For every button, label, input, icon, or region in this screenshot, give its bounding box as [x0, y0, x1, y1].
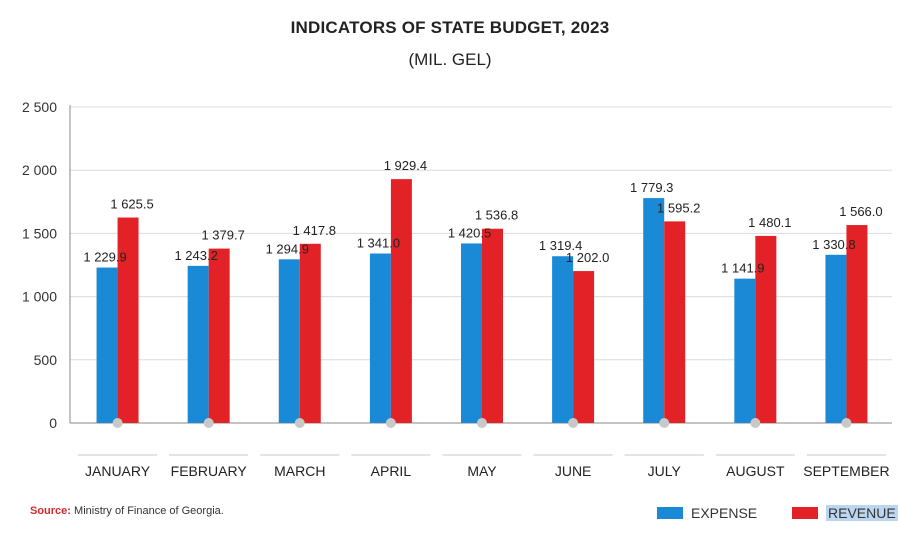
data-label-revenue: 1 625.5	[110, 197, 153, 212]
data-label-revenue: 1 202.0	[566, 250, 609, 265]
bar-revenue	[664, 221, 686, 423]
data-label-revenue: 1 480.1	[748, 215, 791, 230]
data-label-expense: 1 243.2	[174, 248, 217, 263]
bar-expense	[643, 198, 665, 423]
data-label-expense: 1 319.4	[539, 238, 582, 253]
axis-marker	[112, 418, 123, 428]
x-tick-label: JUNE	[555, 463, 592, 479]
y-tick-label: 1 500	[22, 225, 57, 241]
bar-expense	[461, 243, 482, 423]
legend-swatch-expense	[657, 507, 683, 519]
axis-marker	[568, 418, 579, 428]
data-label-revenue: 1 566.0	[839, 204, 882, 219]
bar-expense	[96, 267, 118, 423]
x-tick-label: MAY	[467, 463, 497, 479]
x-tick-label: SEPTEMBER	[803, 463, 889, 479]
data-label-expense: 1 330.8	[812, 237, 855, 252]
source-text: Ministry of Finance of Georgia.	[74, 505, 224, 517]
bar-revenue	[846, 225, 868, 423]
bar-revenue	[482, 228, 503, 423]
y-tick-label: 2 000	[22, 162, 57, 178]
bar-expense	[278, 259, 300, 423]
source-label: Source:	[30, 505, 71, 517]
source-note: Source: Ministry of Finance of Georgia.	[30, 505, 224, 517]
data-label-expense: 1 141.9	[721, 261, 764, 276]
axis-marker	[659, 418, 670, 428]
data-label-revenue: 1 929.4	[384, 158, 427, 173]
x-tick-label: JULY	[648, 463, 682, 479]
data-label-expense: 1 420.5	[448, 225, 491, 240]
bar-expense	[187, 265, 209, 423]
data-label-revenue: 1 595.2	[657, 200, 700, 215]
x-tick-label: APRIL	[371, 463, 412, 479]
bar-revenue	[755, 235, 777, 423]
bar-expense	[552, 256, 574, 423]
chart-title: INDICATORS OF STATE BUDGET, 2023	[290, 18, 610, 37]
data-label-revenue: 1 379.7	[201, 228, 244, 243]
bar-revenue	[117, 217, 139, 423]
bar-expense	[369, 253, 391, 423]
x-tick-label: AUGUST	[726, 463, 785, 479]
bar-expense	[825, 254, 847, 423]
axis-marker	[294, 418, 305, 428]
data-label-expense: 1 294.9	[266, 241, 309, 256]
data-label-revenue: 1 536.8	[475, 208, 518, 223]
axis-marker	[841, 418, 852, 428]
bar-revenue	[573, 271, 595, 423]
data-label-expense: 1 779.3	[630, 180, 673, 195]
legend-swatch-revenue	[792, 507, 818, 519]
y-tick-label: 2 500	[22, 99, 57, 115]
axis-marker	[385, 418, 396, 428]
legend-item-revenue: REVENUE	[792, 505, 898, 521]
chart-subtitle: (MIL. GEL)	[408, 50, 492, 69]
bar-revenue	[299, 243, 321, 423]
legend-label-expense: EXPENSE	[691, 505, 758, 521]
axis-marker	[477, 418, 487, 428]
bar-expense	[734, 278, 756, 423]
y-tick-label: 1 000	[22, 289, 57, 305]
x-tick-label: MARCH	[274, 463, 325, 479]
axis-marker	[750, 418, 761, 428]
axis-marker	[203, 418, 214, 428]
bar-revenue	[208, 248, 230, 423]
legend-item-expense: EXPENSE	[657, 505, 757, 521]
bar-revenue	[390, 179, 412, 423]
data-label-expense: 1 229.9	[83, 250, 126, 265]
y-tick-label: 500	[34, 352, 58, 368]
data-label-revenue: 1 417.8	[293, 223, 336, 238]
legend-label-revenue: REVENUE	[826, 505, 898, 521]
x-tick-label: FEBRUARY	[171, 463, 248, 479]
y-tick-label: 0	[49, 415, 57, 431]
x-tick-label: JANUARY	[85, 463, 151, 479]
data-label-expense: 1 341.0	[357, 235, 400, 250]
